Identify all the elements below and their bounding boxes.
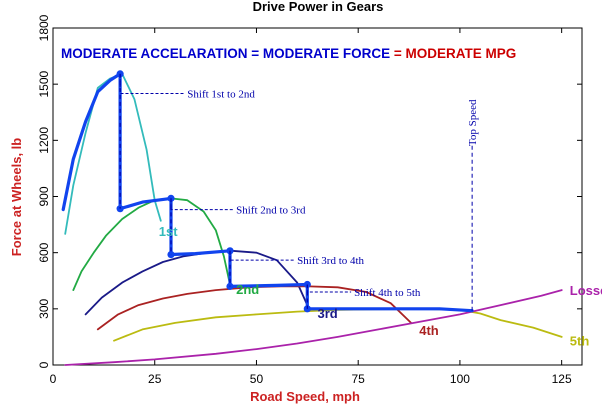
- annotation-leader-1: [119, 73, 185, 95]
- curve-label: 1st: [159, 224, 178, 239]
- y-axis-label: Force at Wheels, lb: [9, 138, 24, 257]
- x-tick-label: 50: [250, 372, 264, 386]
- series-group: [61, 70, 563, 366]
- y-tick-label: 1500: [37, 70, 51, 97]
- x-tick-label: 125: [552, 372, 572, 386]
- x-tick-label: 100: [450, 372, 470, 386]
- series-1st-line: [64, 73, 162, 235]
- x-tick-label: 0: [50, 372, 57, 386]
- headline-text: MODERATE ACCELARATION = MODERATE FORCE =…: [61, 46, 516, 61]
- y-tick-label: 600: [37, 242, 51, 262]
- y-tick-label: 300: [37, 299, 51, 319]
- y-tick-label: 1200: [37, 127, 51, 154]
- annotation-label: Shift 4th to 5th: [354, 287, 421, 299]
- x-axis-label: Road Speed, mph: [250, 389, 360, 404]
- top-speed-label: Top Speed: [467, 99, 479, 146]
- annotation-label: Shift 3rd to 4th: [297, 255, 364, 267]
- annotation-leader-3: [229, 250, 295, 261]
- axes-group: 0 25 50 75 100 125 0 300 600 900 1200 1500 1800: [37, 14, 583, 386]
- y-tick-label: 0: [37, 361, 51, 368]
- series-5th-line: [113, 307, 563, 342]
- curve-label: Losses: [570, 283, 602, 298]
- headline-part-2: = MODERATE MPG: [390, 46, 516, 61]
- x-tick-label: 75: [352, 372, 366, 386]
- annotation-label: Shift 1st to 2nd: [187, 89, 255, 101]
- headline-part-1: MODERATE ACCELARATION = MODERATE FORCE: [61, 46, 390, 61]
- annotation-leader-2: [170, 198, 234, 211]
- y-tick-label: 900: [37, 186, 51, 206]
- series-3rd-line: [84, 249, 309, 316]
- annotation-group: Shift 1st to 2nd Shift 2nd to 3rd Shift 3r…: [119, 73, 602, 348]
- curve-label: 3rd: [318, 306, 338, 321]
- shift-point: [226, 247, 234, 255]
- y-tick-label: 1800: [37, 14, 51, 41]
- curve-label: 2nd: [236, 282, 259, 297]
- curve-label: 4th: [419, 323, 439, 338]
- series-shift-path-line: [61, 72, 474, 313]
- chart-title: Drive Power in Gears: [253, 0, 384, 14]
- x-tick-label: 25: [148, 372, 162, 386]
- annotation-label: Shift 2nd to 3rd: [236, 205, 306, 217]
- annotation-leader-4: [306, 284, 352, 293]
- curve-label: 5th: [570, 333, 590, 348]
- series-2nd-line: [72, 197, 231, 291]
- series-losses-line: [64, 289, 563, 366]
